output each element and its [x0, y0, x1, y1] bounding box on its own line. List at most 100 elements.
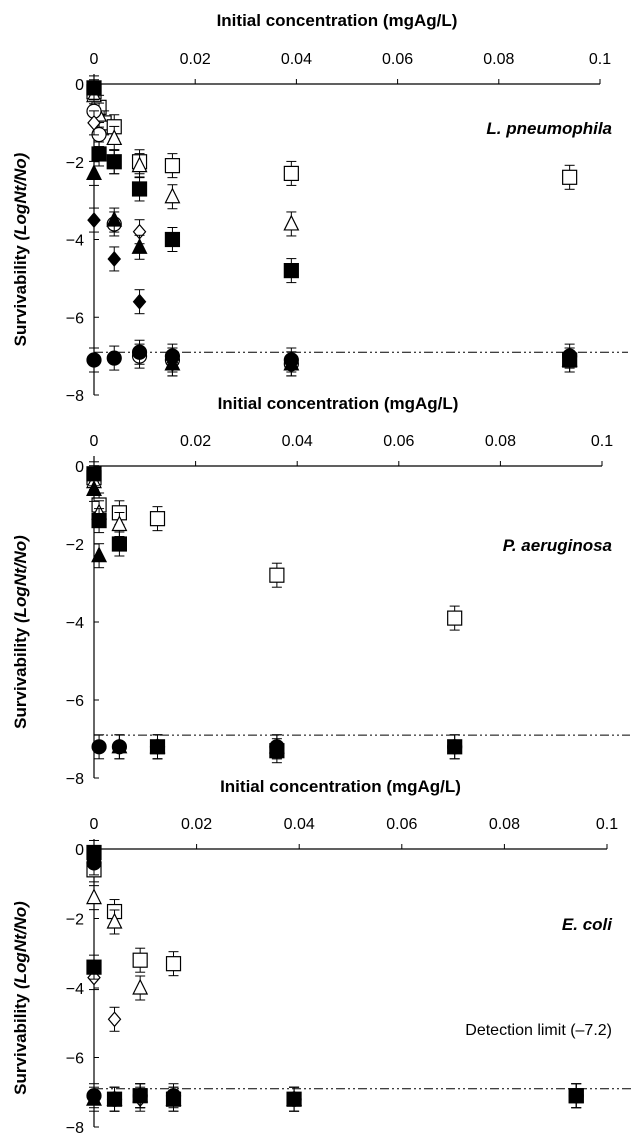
- data-point: [131, 237, 148, 254]
- data-point: [132, 293, 147, 310]
- data-point: [286, 1091, 302, 1107]
- data-point: [164, 158, 181, 174]
- x-axis-title: Initial concentration (mgAg/L): [218, 394, 459, 413]
- y-axis-title-italic: (LogNt/No): [11, 901, 30, 989]
- y-tick-label: −4: [66, 615, 84, 632]
- data-point: [132, 952, 148, 968]
- detection-limit-annotation: Detection limit (–7.2): [465, 1022, 612, 1039]
- data-point: [283, 214, 300, 231]
- y-axis-title: Survivability (LogNt/No): [11, 901, 30, 1095]
- data-point: [106, 912, 123, 929]
- x-tick-label: 0.1: [589, 51, 611, 68]
- data-point: [86, 888, 102, 905]
- data-point: [87, 212, 101, 228]
- data-point: [111, 739, 128, 755]
- data-point: [91, 146, 107, 162]
- y-axis-title: Survivability (LogNt/No): [11, 152, 30, 346]
- x-tick-label: 0.02: [180, 51, 211, 68]
- x-tick-label: 0: [90, 51, 99, 68]
- data-point: [107, 1011, 122, 1028]
- species-label: E. coli: [562, 915, 613, 934]
- data-point: [86, 1088, 102, 1104]
- data-point: [447, 610, 463, 626]
- y-tick-label: −2: [66, 537, 84, 554]
- y-axis-title-italic: (LogNt/No): [11, 152, 30, 240]
- x-axis-title: Initial concentration (mgAg/L): [217, 11, 458, 30]
- y-tick-label: −8: [66, 771, 84, 788]
- y-tick-label: −8: [66, 388, 84, 405]
- series-open-triangle: [86, 885, 182, 1112]
- data-point: [149, 739, 166, 755]
- y-tick-label: −2: [66, 912, 84, 929]
- x-tick-label: 0.1: [596, 816, 618, 833]
- data-point: [283, 352, 299, 368]
- data-point: [106, 154, 122, 170]
- y-tick-label: 0: [75, 842, 84, 859]
- y-axis-title-main: Survivability: [11, 240, 30, 346]
- data-point: [562, 169, 578, 185]
- data-point: [283, 263, 299, 279]
- y-tick-label: −4: [66, 233, 84, 250]
- data-point: [86, 80, 102, 96]
- data-point: [562, 348, 578, 364]
- chart-panel-2: Initial concentration (mgAg/L) 0 0.02 0.04 0…: [11, 394, 630, 788]
- data-point: [106, 1091, 123, 1107]
- data-point: [269, 567, 285, 583]
- y-axis-title-main: Survivability: [11, 989, 30, 1095]
- data-point: [149, 511, 166, 527]
- data-point: [283, 165, 299, 182]
- data-point: [164, 187, 181, 204]
- data-point: [132, 978, 149, 995]
- data-point: [111, 515, 128, 532]
- x-tick-label: 0.04: [282, 433, 313, 450]
- chart-panel-1: Initial concentration (mgAg/L) 0 0.02 0.04 0…: [11, 11, 628, 405]
- data-point: [131, 156, 148, 173]
- data-point: [164, 348, 181, 364]
- series-filled-square: [86, 839, 584, 1112]
- y-tick-label: −2: [66, 155, 84, 172]
- x-tick-label: 0.06: [383, 433, 414, 450]
- y-tick-label: −8: [66, 1120, 84, 1137]
- data-point: [106, 350, 122, 366]
- x-tick-label: 0.1: [591, 433, 613, 450]
- series-filled-circle: [86, 850, 584, 1112]
- data-point: [86, 855, 102, 871]
- y-axis-title-italic: (LogNt/No): [11, 535, 30, 623]
- series-filled-square: [86, 461, 463, 764]
- data-point: [164, 231, 181, 248]
- y-axis-title-main: Survivability: [11, 623, 30, 729]
- y-tick-label: −6: [66, 310, 84, 327]
- species-label: P. aeruginosa: [503, 536, 612, 555]
- data-point: [87, 114, 101, 131]
- species-label: L. pneumophila: [486, 119, 612, 138]
- x-tick-label: 0.08: [483, 51, 514, 68]
- data-point: [131, 181, 148, 197]
- x-tick-label: 0.06: [382, 51, 413, 68]
- data-point: [91, 512, 107, 529]
- x-tick-label: 0.04: [281, 51, 312, 68]
- series-filled-triangle: [86, 160, 300, 377]
- data-point: [107, 251, 122, 267]
- data-point: [165, 956, 182, 972]
- data-point: [91, 739, 107, 755]
- x-axis-title: Initial concentration (mgAg/L): [220, 777, 461, 796]
- chart-panel-3: Initial concentration (mgAg/L) 0 0.02 0.04 0…: [11, 777, 634, 1137]
- data-point: [106, 129, 123, 146]
- series-open-square: [86, 857, 584, 1109]
- data-point: [86, 164, 102, 181]
- y-axis-title: Survivability (LogNt/No): [11, 535, 30, 729]
- x-tick-label: 0: [90, 816, 99, 833]
- data-point: [111, 536, 128, 552]
- x-tick-label: 0.02: [181, 816, 212, 833]
- data-point: [86, 352, 102, 368]
- y-tick-label: −4: [66, 981, 84, 998]
- series-filled-circle: [91, 734, 463, 760]
- y-tick-label: 0: [75, 77, 84, 94]
- y-tick-label: 0: [75, 459, 84, 476]
- x-tick-label: 0.08: [489, 816, 520, 833]
- series-open-square: [86, 465, 463, 631]
- series-filled-circle: [86, 339, 578, 373]
- x-tick-label: 0.02: [180, 433, 211, 450]
- x-tick-label: 0: [90, 433, 99, 450]
